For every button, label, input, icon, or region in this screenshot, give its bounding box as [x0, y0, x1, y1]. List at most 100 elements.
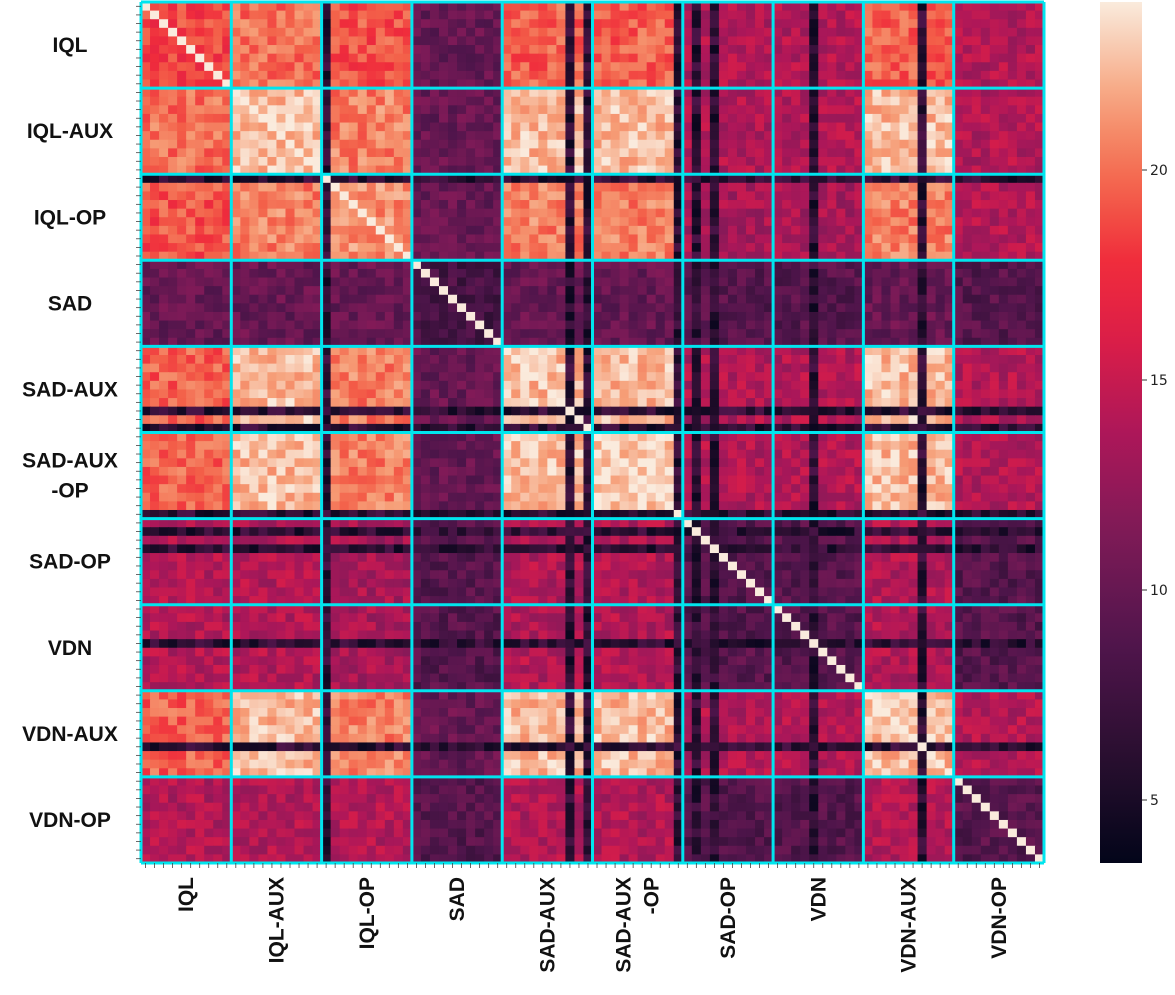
heatmap-cell	[420, 286, 431, 296]
heatmap-cell	[475, 277, 485, 287]
heatmap-cell	[204, 217, 214, 227]
heatmap-cell	[511, 303, 521, 313]
heatmap-cell	[682, 303, 693, 313]
heatmap-cell	[971, 96, 982, 106]
heatmap-cell	[168, 191, 178, 201]
heatmap-cell	[610, 148, 621, 158]
heatmap-cell	[836, 294, 846, 304]
heatmap-cell	[475, 19, 485, 29]
heatmap-cell	[438, 96, 449, 106]
heatmap-cell	[709, 200, 720, 210]
heatmap-cell	[619, 208, 630, 218]
heatmap-cell	[890, 320, 901, 330]
heatmap-cell	[971, 53, 982, 63]
heatmap-cell	[962, 398, 973, 408]
heatmap-cell	[420, 398, 431, 408]
heatmap-cell	[881, 70, 892, 81]
heatmap-cell	[736, 131, 747, 141]
heatmap-cell	[655, 2, 666, 12]
heatmap-cell	[141, 346, 151, 356]
heatmap-cell	[150, 165, 160, 175]
heatmap-cell	[429, 415, 440, 425]
heatmap-cell	[195, 122, 205, 132]
heatmap-cell	[547, 113, 557, 124]
heatmap-cell	[953, 156, 964, 167]
heatmap-cell	[989, 363, 1000, 373]
heatmap-cell	[935, 311, 946, 322]
heatmap-cell	[429, 96, 440, 106]
heatmap-cell	[773, 19, 783, 29]
heatmap-cell	[520, 329, 530, 339]
heatmap-cell	[321, 225, 332, 236]
heatmap-cell	[448, 234, 458, 244]
heatmap-cell	[502, 311, 512, 322]
heatmap-cell	[881, 346, 892, 356]
heatmap-cell	[998, 53, 1009, 63]
heatmap-cell	[565, 277, 576, 287]
heatmap-cell	[980, 2, 991, 12]
heatmap-cell	[484, 2, 494, 12]
heatmap-cell	[836, 225, 846, 236]
heatmap-cell	[818, 243, 828, 253]
heatmap-cell	[727, 423, 738, 434]
heatmap-cell	[773, 329, 783, 339]
heatmap-cell	[312, 156, 323, 167]
heatmap-cell	[438, 62, 449, 72]
heatmap-cell	[827, 329, 837, 339]
heatmap-cell	[746, 363, 756, 373]
heatmap-cell	[375, 415, 386, 425]
heatmap-cell	[330, 191, 341, 201]
heatmap-cell	[366, 217, 377, 227]
heatmap-cell	[646, 27, 657, 38]
heatmap-cell	[150, 260, 160, 270]
heatmap-cell	[150, 182, 160, 193]
heatmap-cell	[854, 355, 864, 365]
heatmap-cell	[213, 372, 223, 382]
heatmap-cell	[872, 105, 883, 115]
heatmap-cell	[971, 19, 982, 29]
heatmap-cell	[466, 372, 476, 382]
heatmap-cell	[393, 88, 404, 98]
heatmap-cell	[664, 346, 675, 356]
heatmap-cell	[276, 105, 287, 115]
heatmap-cell	[502, 113, 512, 124]
heatmap-cell	[448, 380, 458, 391]
heatmap-cell	[357, 27, 368, 38]
heatmap-cell	[944, 19, 955, 29]
heatmap-cell	[809, 191, 819, 201]
heatmap-cell	[249, 36, 259, 46]
heatmap-cell	[628, 62, 639, 72]
heatmap-cell	[1025, 268, 1036, 279]
heatmap-cell	[321, 182, 332, 193]
heatmap-cell	[773, 2, 783, 12]
heatmap-cell	[303, 320, 314, 330]
heatmap-cell	[294, 217, 305, 227]
heatmap-cell	[177, 277, 187, 287]
heatmap-cell	[249, 27, 259, 38]
heatmap-cell	[646, 2, 657, 12]
heatmap-cell	[673, 311, 684, 322]
heatmap-cell	[1016, 225, 1027, 236]
heatmap-cell	[709, 251, 720, 261]
heatmap-cell	[845, 337, 855, 347]
heatmap-cell	[746, 311, 756, 322]
heatmap-cell	[917, 346, 928, 356]
heatmap-cell	[448, 217, 458, 227]
heatmap-cell	[448, 243, 458, 253]
heatmap-cell	[700, 260, 711, 270]
heatmap-cell	[691, 363, 702, 373]
heatmap-cell	[836, 70, 846, 81]
heatmap-cell	[827, 320, 837, 330]
heatmap-cell	[267, 311, 278, 322]
heatmap-cell	[538, 174, 548, 184]
heatmap-cell	[267, 27, 278, 38]
heatmap-cell	[1016, 88, 1027, 98]
heatmap-cell	[836, 174, 846, 184]
heatmap-cell	[917, 27, 928, 38]
heatmap-cell	[854, 320, 864, 330]
heatmap-cell	[583, 62, 594, 72]
heatmap-cell	[655, 79, 666, 89]
heatmap-cell	[348, 406, 359, 416]
heatmap-cell	[800, 36, 810, 46]
heatmap-cell	[971, 294, 982, 304]
